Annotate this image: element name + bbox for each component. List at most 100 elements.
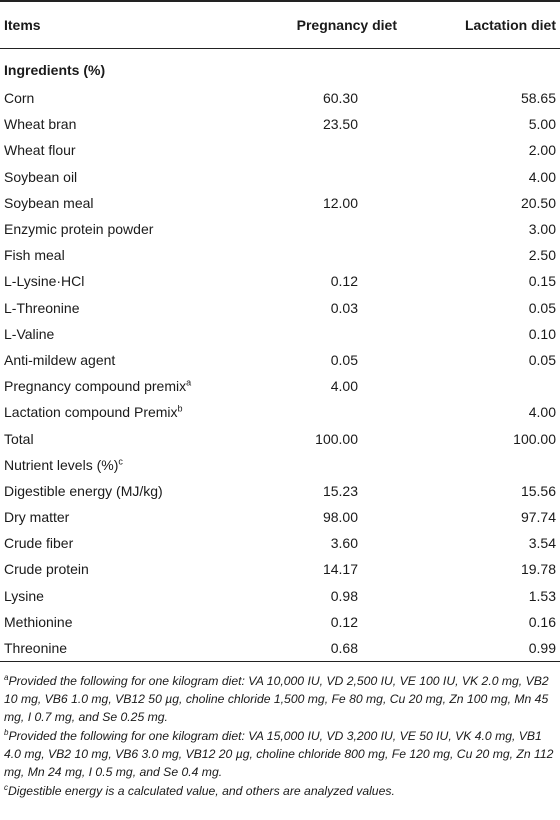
table-row: Soybean oil 4.00 <box>0 164 560 190</box>
row-label-text: L-Lysine·HCl <box>4 273 85 290</box>
table-row: Crude protein 14.17 19.78 <box>0 556 560 582</box>
lactation-value <box>412 373 560 399</box>
lactation-value: 3.54 <box>528 535 556 552</box>
table-row: Wheat flour 2.00 <box>0 137 560 163</box>
header-lactation-diet: Lactation diet <box>412 0 560 49</box>
lactation-value: 3.00 <box>528 221 556 238</box>
pregnancy-value: 0.98 <box>330 587 358 604</box>
row-label: Soybean oil <box>0 164 262 190</box>
row-label: Corn <box>0 85 262 111</box>
row-label-text: Digestible energy (MJ/kg) <box>4 482 163 499</box>
lactation-value: 0.05 <box>528 351 556 368</box>
pregnancy-value: 3.60 <box>330 535 358 552</box>
row-label: Enzymic protein powder <box>0 216 262 242</box>
pregnancy-value: 4.00 <box>330 378 358 395</box>
lactation-value: 15.56 <box>520 482 556 499</box>
footnote-mark: a <box>4 673 9 683</box>
lactation-value: 97.74 <box>520 509 556 526</box>
row-label-text: Pregnancy compound premix <box>4 378 187 395</box>
lactation-value: 0.10 <box>528 325 556 342</box>
row-label-text: Corn <box>4 90 35 107</box>
diet-composition-table: Items Pregnancy diet Lactation diet Ingr… <box>0 0 560 663</box>
row-label-text: Dry matter <box>4 509 70 526</box>
row-label: Lysine <box>0 583 262 609</box>
row-label-text: Wheat bran <box>4 116 77 133</box>
row-label: Anti-mildew agent <box>0 347 262 373</box>
header-pregnancy-diet: Pregnancy diet <box>262 0 412 49</box>
row-label: Crude fiber <box>0 530 262 556</box>
pregnancy-value: 0.12 <box>330 273 358 290</box>
footnote: bProvided the following for one kilogram… <box>4 727 556 781</box>
row-label-text: L-Valine <box>4 325 55 342</box>
row-label: Fish meal <box>0 242 262 268</box>
row-label-text: Crude protein <box>4 561 89 578</box>
row-label: Nutrient levels (%)c <box>0 452 262 478</box>
pregnancy-value: 100.00 <box>315 430 358 447</box>
row-label: Pregnancy compound premixa <box>0 373 262 399</box>
row-label-text: Total <box>4 430 34 447</box>
table-row: Nutrient levels (%)c <box>0 452 560 478</box>
pregnancy-value <box>262 137 412 163</box>
pregnancy-value <box>262 452 412 478</box>
table-row: Digestible energy (MJ/kg) 15.23 15.56 <box>0 478 560 504</box>
row-label-text: Soybean oil <box>4 168 78 185</box>
footnote: aProvided the following for one kilogram… <box>4 672 556 726</box>
row-label-text: Fish meal <box>4 247 65 264</box>
footnote-marker: b <box>177 403 183 414</box>
table-row: Total 100.00 100.00 <box>0 425 560 451</box>
row-label: Soybean meal <box>0 190 262 216</box>
lactation-value: 4.00 <box>528 168 556 185</box>
table-row: L-Valine 0.10 <box>0 321 560 347</box>
table-row: L-Threonine 0.03 0.05 <box>0 295 560 321</box>
footnote-text: Provided the following for one kilogram … <box>4 674 549 725</box>
table-row: Anti-mildew agent 0.05 0.05 <box>0 347 560 373</box>
row-label-text: L-Threonine <box>4 299 80 316</box>
lactation-value: 4.00 <box>528 404 556 421</box>
row-label-text: Crude fiber <box>4 535 74 552</box>
row-label-text: Methionine <box>4 613 73 630</box>
pregnancy-value: 0.03 <box>330 299 358 316</box>
pregnancy-value: 98.00 <box>322 509 358 526</box>
pregnancy-value <box>262 399 412 425</box>
pregnancy-value: 15.23 <box>322 482 358 499</box>
table-row: Wheat bran 23.50 5.00 <box>0 111 560 137</box>
table-row: Lactation compound Premixb 4.00 <box>0 399 560 425</box>
table-row: Fish meal 2.50 <box>0 242 560 268</box>
row-label-text: Anti-mildew agent <box>4 351 116 368</box>
pregnancy-value <box>262 164 412 190</box>
row-label: L-Threonine <box>0 295 262 321</box>
table-row: Methionine 0.12 0.16 <box>0 609 560 635</box>
footnote-text: Provided the following for one kilogram … <box>4 729 554 780</box>
row-label-text: Threonine <box>4 640 68 657</box>
lactation-value: 20.50 <box>520 194 556 211</box>
section-row-ingredients: Ingredients (%) <box>0 49 560 86</box>
row-label: L-Lysine·HCl <box>0 268 262 294</box>
row-label-text: Enzymic protein powder <box>4 221 154 238</box>
header-items: Items <box>0 0 262 49</box>
lactation-value: 0.99 <box>412 634 560 663</box>
table-row: Lysine 0.98 1.53 <box>0 583 560 609</box>
lactation-value: 19.78 <box>520 561 556 578</box>
row-label: Wheat flour <box>0 137 262 163</box>
footnote-mark: c <box>4 783 8 793</box>
row-label-text: Lysine <box>4 587 44 604</box>
pregnancy-value <box>262 216 412 242</box>
lactation-value: 100.00 <box>513 430 556 447</box>
row-label: Methionine <box>0 609 262 635</box>
row-label: Lactation compound Premixb <box>0 399 262 425</box>
table-header-row: Items Pregnancy diet Lactation diet <box>0 0 560 49</box>
table-row: Crude fiber 3.60 3.54 <box>0 530 560 556</box>
row-label-text: Nutrient levels (%) <box>4 456 119 473</box>
lactation-value: 0.05 <box>528 299 556 316</box>
row-label: Digestible energy (MJ/kg) <box>0 478 262 504</box>
table-row: Soybean meal 12.00 20.50 <box>0 190 560 216</box>
lactation-value: 0.15 <box>528 273 556 290</box>
pregnancy-value: 60.30 <box>322 90 358 107</box>
table-row: Pregnancy compound premixa 4.00 <box>0 373 560 399</box>
pregnancy-value: 14.17 <box>322 561 358 578</box>
footnote-marker: a <box>186 377 192 388</box>
lactation-value <box>412 452 560 478</box>
table-row: L-Lysine·HCl 0.12 0.15 <box>0 268 560 294</box>
lactation-value: 0.16 <box>528 613 556 630</box>
